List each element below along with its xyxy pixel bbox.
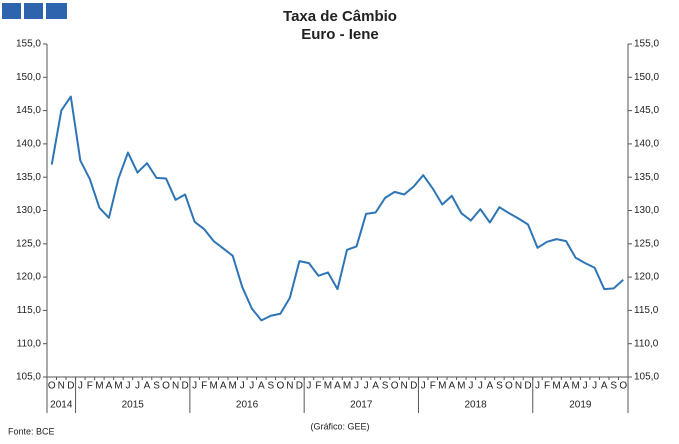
x-tick-label: S: [267, 381, 274, 392]
chart-title: Taxa de Câmbio: [283, 8, 397, 25]
x-tick-label: O: [276, 381, 284, 392]
y2-tick-label: 115,0: [634, 305, 659, 316]
x-tick-label: N: [515, 381, 522, 392]
x-tick-label: S: [496, 381, 503, 392]
y2-tick-label: 145,0: [634, 105, 659, 116]
y2-tick-label: 110,0: [634, 338, 659, 349]
y-tick-label: 105,0: [16, 372, 41, 383]
y2-tick-label: 155,0: [634, 39, 659, 50]
x-tick-label: J: [240, 381, 245, 392]
x-tick-label: M: [552, 381, 560, 392]
x-tick-label: A: [487, 381, 494, 392]
y-tick-label: 150,0: [16, 72, 41, 83]
x-tick-label: D: [296, 381, 303, 392]
x-tick-label: J: [478, 381, 483, 392]
y2-tick-label: 120,0: [634, 272, 659, 283]
x-tick-label: D: [181, 381, 188, 392]
x-tick-label: A: [372, 381, 379, 392]
x-tick-label: N: [172, 381, 179, 392]
x-tick-label: D: [67, 381, 74, 392]
x-tick-label: O: [162, 381, 170, 392]
x-tick-label: J: [135, 381, 140, 392]
x-tick-label: J: [421, 381, 426, 392]
x-tick-label: J: [192, 381, 197, 392]
x-tick-label: M: [438, 381, 446, 392]
x-tick-label: O: [48, 381, 56, 392]
x-tick-label: N: [58, 381, 65, 392]
x-tick-label: D: [524, 381, 531, 392]
x-tick-label: S: [610, 381, 617, 392]
year-label: 2015: [122, 400, 145, 411]
x-tick-label: F: [201, 381, 207, 392]
logo-block: [2, 3, 21, 19]
x-tick-label: D: [410, 381, 417, 392]
x-tick-label: J: [249, 381, 254, 392]
x-tick-label: A: [106, 381, 113, 392]
y-tick-label: 130,0: [16, 205, 41, 216]
x-tick-label: O: [505, 381, 513, 392]
x-tick-label: M: [571, 381, 579, 392]
y-tick-label: 135,0: [16, 172, 41, 183]
x-tick-label: M: [114, 381, 122, 392]
x-tick-label: M: [229, 381, 237, 392]
y-tick-label: 120,0: [16, 272, 41, 283]
x-tick-label: A: [334, 381, 341, 392]
x-tick-label: N: [286, 381, 293, 392]
x-tick-label: O: [391, 381, 399, 392]
x-tick-label: M: [95, 381, 103, 392]
x-tick-label: F: [430, 381, 436, 392]
year-label: 2016: [236, 400, 259, 411]
year-label: 2014: [50, 400, 73, 411]
x-tick-label: J: [364, 381, 369, 392]
x-tick-label: A: [144, 381, 151, 392]
x-tick-label: F: [544, 381, 550, 392]
x-tick-label: M: [343, 381, 351, 392]
x-tick-label: J: [354, 381, 359, 392]
y-tick-label: 115,0: [17, 305, 42, 316]
y-tick-label: 140,0: [16, 139, 41, 150]
chart-subtitle: Euro - Iene: [301, 26, 379, 43]
y2-tick-label: 150,0: [634, 72, 659, 83]
year-label: 2017: [350, 400, 373, 411]
x-tick-label: J: [468, 381, 473, 392]
source: Fonte: BCE: [8, 426, 55, 436]
logo-block: [24, 3, 43, 19]
y-tick-label: 110,0: [17, 338, 42, 349]
x-tick-label: J: [78, 381, 83, 392]
x-tick-label: A: [448, 381, 455, 392]
logo-block: [46, 3, 67, 19]
y-tick-label: 125,0: [16, 238, 41, 249]
x-tick-label: J: [306, 381, 311, 392]
x-tick-label: J: [125, 381, 130, 392]
x-tick-label: J: [583, 381, 588, 392]
y2-tick-label: 125,0: [634, 238, 659, 249]
x-tick-label: F: [87, 381, 93, 392]
y-tick-label: 155,0: [16, 39, 41, 50]
x-tick-label: J: [535, 381, 540, 392]
x-tick-label: A: [563, 381, 570, 392]
x-tick-label: A: [258, 381, 265, 392]
x-tick-label: O: [619, 381, 627, 392]
x-tick-label: M: [457, 381, 465, 392]
y2-tick-label: 140,0: [634, 139, 659, 150]
y2-tick-label: 135,0: [634, 172, 659, 183]
x-tick-label: A: [220, 381, 227, 392]
y2-tick-label: 130,0: [634, 205, 659, 216]
x-tick-label: A: [601, 381, 608, 392]
x-tick-label: S: [382, 381, 389, 392]
credit: (Gráfico: GEE): [310, 421, 369, 431]
year-label: 2018: [464, 400, 487, 411]
x-tick-label: S: [153, 381, 160, 392]
year-label: 2019: [569, 400, 592, 411]
x-tick-label: N: [401, 381, 408, 392]
y-tick-label: 145,0: [16, 105, 41, 116]
y2-tick-label: 105,0: [634, 372, 659, 383]
line: [50, 95, 624, 322]
x-tick-label: M: [324, 381, 332, 392]
x-tick-label: J: [592, 381, 597, 392]
x-tick-label: M: [210, 381, 218, 392]
x-tick-label: F: [315, 381, 321, 392]
